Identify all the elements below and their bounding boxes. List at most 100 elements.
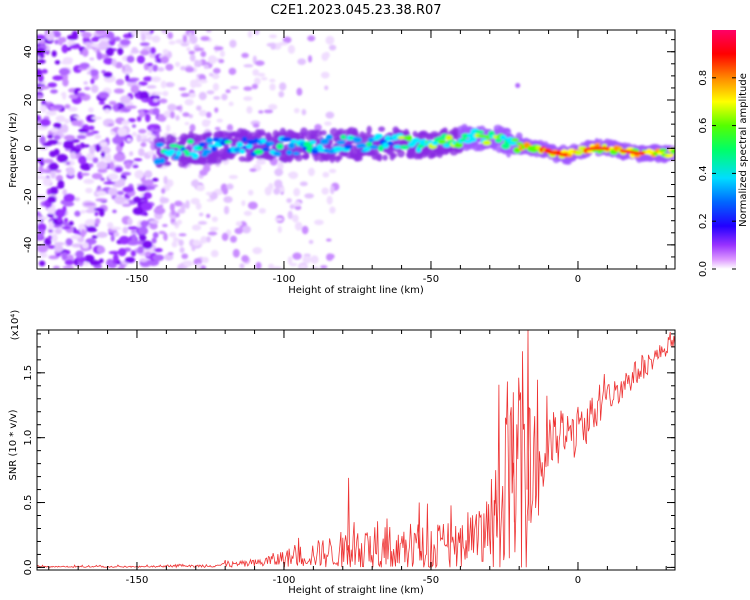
noise-blob — [324, 121, 332, 126]
x-tick-label: 0 — [575, 274, 581, 285]
noise-blob — [111, 58, 117, 67]
noise-blob — [297, 58, 307, 65]
noise-blob — [61, 44, 69, 54]
noise-blob — [96, 52, 103, 60]
ridge-blob — [382, 142, 389, 149]
noise-blob — [324, 85, 329, 91]
noise-blob — [137, 184, 148, 192]
noise-blob — [78, 128, 88, 134]
spectrogram-panel: -150 -100 -50 0 -40 -20 0 20 40 Height of strai… — [8, 29, 676, 296]
noise-blob — [293, 107, 300, 114]
noise-blob — [252, 247, 263, 255]
ridge-halo-blob — [294, 154, 303, 162]
noise-blob — [66, 166, 75, 176]
colorbar-tick-label: 0.0 — [698, 261, 709, 277]
noise-blob — [95, 198, 108, 202]
noise-blob — [96, 231, 108, 238]
noise-blob — [293, 187, 301, 197]
noise-blob — [286, 198, 292, 203]
noise-blob — [97, 168, 108, 174]
noise-blob — [200, 236, 208, 244]
noise-blob — [292, 252, 302, 260]
noise-blob — [307, 55, 313, 63]
noise-blob — [132, 131, 137, 137]
noise-blob — [63, 217, 69, 223]
noise-blob — [46, 188, 51, 195]
noise-blob — [140, 134, 148, 139]
noise-blob — [113, 152, 126, 162]
noise-blob — [157, 67, 165, 72]
noise-blob — [206, 30, 212, 33]
y-tick-label: 1.5 — [23, 365, 34, 381]
noise-blob — [195, 184, 205, 192]
noise-blob — [185, 66, 195, 73]
noise-blob — [57, 213, 63, 223]
x-tick-label: -150 — [126, 274, 149, 285]
noise-blob — [226, 183, 234, 190]
noise-blob — [37, 114, 42, 122]
noise-blob — [142, 240, 153, 250]
ridge-blob — [363, 146, 371, 152]
ridge-blob — [340, 134, 347, 140]
ridge-blob — [260, 138, 267, 144]
noise-blob — [162, 90, 169, 97]
noise-blob — [201, 256, 209, 264]
noise-blob — [176, 219, 183, 225]
noise-blob — [183, 260, 194, 267]
noise-blob — [243, 210, 252, 216]
noise-blob — [52, 75, 64, 81]
ridge-halo-blob — [205, 131, 213, 137]
noise-blob — [268, 34, 278, 39]
noise-blob — [247, 189, 254, 196]
noise-blob — [99, 40, 108, 48]
noise-blob — [143, 76, 153, 82]
noise-blob — [274, 217, 284, 221]
noise-blob — [127, 240, 139, 246]
noise-blob — [270, 42, 276, 50]
noise-blob — [184, 121, 190, 126]
noise-blob — [169, 203, 175, 212]
noise-blob — [320, 71, 330, 79]
noise-blob — [178, 239, 184, 247]
noise-blob — [257, 72, 266, 77]
noise-blob — [212, 67, 221, 74]
noise-blob — [117, 178, 126, 185]
noise-blob — [165, 179, 174, 188]
colorbar-tick-label: 0.4 — [698, 165, 709, 181]
noise-blob — [110, 226, 122, 231]
x-tick-label: -100 — [273, 274, 296, 285]
noise-blob — [129, 151, 134, 157]
noise-blob — [64, 259, 74, 266]
ridge-blob — [155, 142, 165, 148]
noise-blob — [39, 169, 51, 173]
noise-blob — [216, 118, 223, 123]
noise-blob — [162, 223, 168, 228]
noise-blob — [67, 47, 72, 51]
noise-blob — [48, 229, 53, 233]
ridge-halo-blob — [377, 153, 383, 162]
ridge-blob — [191, 152, 199, 160]
noise-blob — [125, 105, 137, 109]
noise-blob — [167, 31, 174, 40]
ridge-blob — [276, 143, 284, 150]
noise-blob — [291, 214, 299, 223]
noise-blob — [225, 89, 231, 94]
noise-blob — [251, 83, 258, 90]
ridge-blob — [437, 139, 447, 145]
noise-blob — [288, 171, 299, 180]
noise-blob — [136, 116, 142, 122]
noise-blob — [154, 247, 163, 253]
noise-blob — [228, 174, 238, 180]
noise-blob — [68, 106, 78, 112]
spectrogram-y-axis: -40 -20 0 20 40 — [23, 39, 675, 270]
noise-blob — [65, 161, 71, 165]
noise-blob — [325, 35, 335, 45]
noise-blob — [60, 92, 66, 96]
noise-blob — [83, 178, 95, 185]
noise-blob — [146, 85, 157, 89]
noise-blob — [42, 177, 52, 187]
noise-blob — [47, 82, 58, 88]
noise-blob — [84, 219, 97, 228]
noise-blob — [137, 246, 144, 254]
noise-blob — [196, 105, 202, 111]
